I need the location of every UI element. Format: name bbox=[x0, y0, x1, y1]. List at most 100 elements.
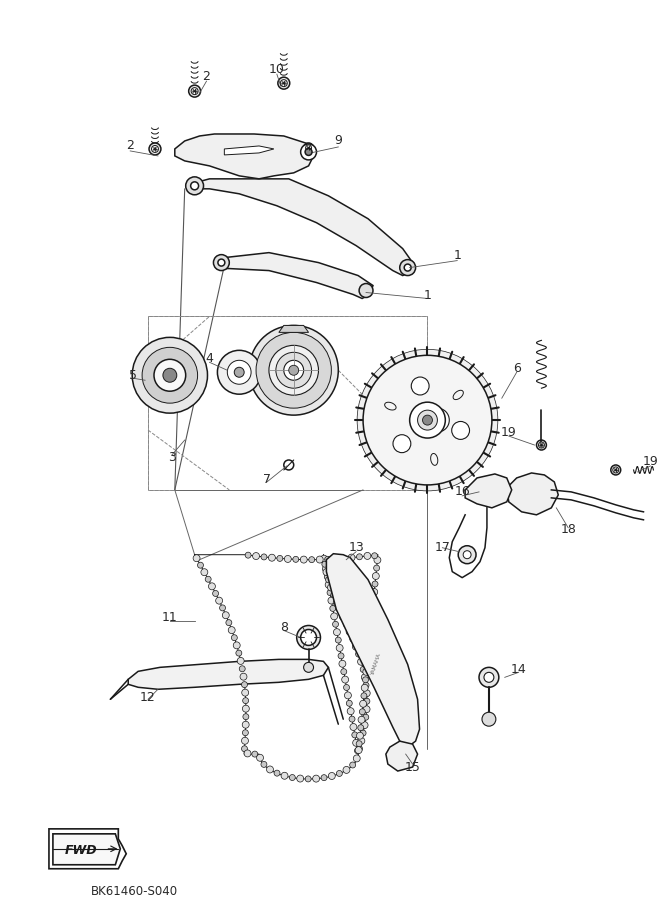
Circle shape bbox=[451, 422, 469, 439]
Circle shape bbox=[363, 668, 369, 676]
Circle shape bbox=[363, 714, 369, 720]
Circle shape bbox=[240, 673, 247, 680]
Circle shape bbox=[280, 79, 288, 87]
Circle shape bbox=[142, 347, 198, 404]
Circle shape bbox=[132, 338, 208, 413]
Circle shape bbox=[411, 377, 429, 395]
Circle shape bbox=[243, 705, 249, 712]
Circle shape bbox=[231, 635, 237, 641]
Circle shape bbox=[227, 361, 251, 384]
Circle shape bbox=[330, 605, 336, 612]
Circle shape bbox=[219, 605, 225, 611]
Text: 19: 19 bbox=[501, 425, 517, 438]
Polygon shape bbox=[327, 553, 420, 747]
Circle shape bbox=[266, 766, 274, 773]
Circle shape bbox=[347, 708, 354, 715]
Circle shape bbox=[303, 143, 313, 152]
Circle shape bbox=[289, 365, 299, 375]
Circle shape bbox=[369, 604, 376, 612]
Circle shape bbox=[339, 660, 346, 667]
Circle shape bbox=[242, 721, 249, 729]
Circle shape bbox=[305, 149, 312, 155]
Circle shape bbox=[364, 698, 370, 704]
Circle shape bbox=[329, 772, 335, 780]
Circle shape bbox=[325, 556, 330, 562]
Text: 6: 6 bbox=[513, 362, 521, 374]
Circle shape bbox=[243, 729, 249, 736]
Circle shape bbox=[244, 750, 251, 757]
Circle shape bbox=[340, 555, 346, 561]
Circle shape bbox=[458, 546, 476, 563]
Circle shape bbox=[363, 355, 492, 485]
Circle shape bbox=[342, 677, 348, 683]
Circle shape bbox=[364, 653, 371, 659]
Circle shape bbox=[300, 556, 307, 563]
Circle shape bbox=[316, 556, 323, 563]
Circle shape bbox=[372, 581, 378, 587]
Circle shape bbox=[268, 554, 276, 561]
Polygon shape bbox=[507, 473, 559, 515]
Circle shape bbox=[341, 668, 347, 675]
Circle shape bbox=[222, 612, 229, 619]
Circle shape bbox=[353, 755, 360, 761]
Circle shape bbox=[358, 658, 364, 666]
Circle shape bbox=[233, 642, 240, 649]
Circle shape bbox=[256, 332, 331, 408]
Circle shape bbox=[360, 708, 366, 715]
Circle shape bbox=[426, 408, 449, 432]
Circle shape bbox=[337, 607, 343, 613]
Text: 5: 5 bbox=[129, 369, 137, 382]
Circle shape bbox=[321, 558, 327, 564]
Circle shape bbox=[330, 592, 336, 598]
Circle shape bbox=[305, 776, 311, 782]
Circle shape bbox=[363, 706, 370, 713]
Circle shape bbox=[322, 561, 328, 567]
Circle shape bbox=[404, 264, 411, 271]
Circle shape bbox=[539, 442, 545, 448]
Circle shape bbox=[356, 554, 362, 560]
Polygon shape bbox=[386, 741, 418, 771]
Text: 8: 8 bbox=[280, 621, 288, 634]
Circle shape bbox=[537, 440, 547, 450]
Circle shape bbox=[253, 552, 260, 560]
Circle shape bbox=[191, 88, 198, 95]
Circle shape bbox=[368, 629, 373, 635]
Circle shape bbox=[284, 460, 293, 470]
Circle shape bbox=[252, 751, 258, 757]
Circle shape bbox=[333, 629, 340, 635]
Circle shape bbox=[186, 177, 204, 194]
Circle shape bbox=[479, 667, 499, 687]
Circle shape bbox=[269, 345, 319, 395]
Circle shape bbox=[163, 368, 176, 383]
Circle shape bbox=[416, 398, 459, 442]
Circle shape bbox=[336, 771, 342, 776]
Circle shape bbox=[358, 717, 365, 723]
Circle shape bbox=[326, 577, 332, 582]
Circle shape bbox=[333, 599, 340, 606]
Circle shape bbox=[305, 145, 311, 151]
Circle shape bbox=[356, 732, 364, 740]
Circle shape bbox=[284, 361, 303, 380]
Circle shape bbox=[205, 576, 211, 582]
Circle shape bbox=[361, 721, 368, 729]
Circle shape bbox=[213, 591, 219, 596]
Circle shape bbox=[482, 712, 496, 726]
Text: 1: 1 bbox=[424, 289, 432, 302]
Text: 13: 13 bbox=[348, 541, 364, 554]
Circle shape bbox=[350, 762, 356, 768]
Circle shape bbox=[297, 625, 321, 649]
Circle shape bbox=[241, 682, 247, 687]
Circle shape bbox=[352, 643, 360, 650]
Circle shape bbox=[239, 666, 245, 672]
Circle shape bbox=[241, 746, 247, 751]
Text: 16: 16 bbox=[454, 486, 470, 498]
Circle shape bbox=[188, 85, 200, 97]
Circle shape bbox=[356, 651, 362, 657]
Circle shape bbox=[371, 589, 377, 595]
Circle shape bbox=[228, 626, 235, 634]
Circle shape bbox=[362, 674, 368, 681]
Circle shape bbox=[359, 284, 373, 298]
Circle shape bbox=[366, 645, 371, 651]
Circle shape bbox=[313, 775, 320, 782]
Circle shape bbox=[332, 621, 338, 627]
